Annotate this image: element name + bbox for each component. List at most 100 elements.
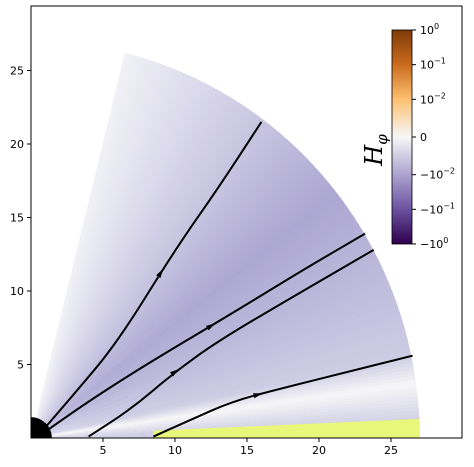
field-wedge: [31, 318, 403, 438]
field-wedge: [31, 58, 148, 438]
field-wedge: [31, 112, 257, 438]
field-wedge: [31, 325, 405, 438]
field-wedge: [31, 213, 354, 438]
field-wedge: [31, 67, 174, 438]
field-wedge: [31, 270, 385, 438]
field-wedge: [31, 273, 387, 438]
field-wedge: [31, 257, 379, 438]
field-wedge: [31, 298, 397, 438]
field-wedge: [31, 152, 304, 438]
field-wedge: [31, 157, 309, 438]
field-wedge: [31, 328, 406, 438]
field-wedge: [31, 215, 356, 438]
field-wedge: [31, 138, 289, 438]
field-wedge: [31, 315, 402, 438]
field-wedge: [31, 201, 346, 438]
field-wedge: [31, 239, 370, 438]
field-wedge: [31, 276, 388, 438]
field-wedge: [31, 116, 263, 438]
field-wedge: [31, 245, 373, 438]
field-wedge: [31, 311, 401, 438]
field-wedge: [31, 254, 378, 438]
field-wedge: [31, 118, 265, 438]
field-wedge: [31, 52, 129, 438]
field-wedge: [31, 248, 375, 438]
field-wedge: [31, 76, 196, 438]
x-axis-ticks: 5 10 15 20 25: [100, 438, 398, 457]
field-wedge: [31, 63, 164, 438]
field-wedge: [31, 53, 132, 438]
field-wedge: [31, 174, 325, 438]
field-lines: [41, 121, 413, 438]
field-wedge: [31, 140, 292, 438]
field-wedge: [31, 95, 232, 438]
field-wedge: [31, 73, 190, 438]
field-wedge: [31, 308, 400, 438]
field-wedge: [31, 348, 411, 438]
field-wedge: [31, 90, 223, 438]
field-wedge: [31, 85, 214, 438]
field-line: [41, 121, 263, 432]
y-tick-label: 5: [17, 359, 24, 372]
y-tick-label: 20: [10, 138, 24, 151]
field-wedge: [31, 97, 235, 438]
field-wedge: [31, 321, 404, 438]
field-wedge: [31, 110, 255, 438]
field-wedge: [31, 79, 202, 438]
plot-area: [31, 52, 420, 438]
field-wedge: [31, 172, 323, 438]
field-wedge: [31, 60, 155, 438]
accretion-disk: [153, 418, 420, 438]
field-wedge: [31, 101, 240, 438]
field-wedge: [31, 169, 320, 438]
field-wedge: [31, 236, 368, 438]
field-line: [41, 232, 366, 435]
field-wedge: [31, 131, 281, 438]
x-tick-label: 10: [168, 444, 182, 457]
field-wedge: [31, 55, 139, 438]
field-wedge: [31, 123, 271, 438]
field-wedge: [31, 72, 187, 438]
field-wedge: [31, 285, 392, 438]
field-wedge: [31, 207, 350, 438]
y-tick-label: 15: [10, 212, 24, 225]
field-wedge: [31, 188, 336, 438]
field-wedge: [31, 94, 229, 438]
field-wedge: [31, 87, 217, 438]
field-line: [152, 354, 413, 438]
field-wedge: [31, 81, 205, 438]
field-wedge: [31, 62, 161, 438]
field-wedge: [31, 127, 276, 438]
field-wedge: [31, 64, 168, 438]
field-wedge: [31, 182, 332, 438]
field-wedge: [31, 61, 158, 438]
field-wedge: [31, 89, 220, 438]
colorbar-ticks: 100 10−1 10−2 0 −10−2 −10−1 −100: [412, 22, 455, 251]
field-wedge: [31, 302, 398, 438]
field-line-arrow: [253, 393, 263, 399]
x-tick-label: 5: [100, 444, 107, 457]
field-wedge: [31, 199, 344, 438]
colorbar-title: Hφ: [360, 134, 391, 167]
field-wedge: [31, 190, 338, 438]
field-wedge: [31, 292, 394, 438]
field-wedge: [31, 54, 135, 438]
field-line: [88, 248, 375, 438]
field-wedge: [31, 92, 226, 438]
colorbar-tick-label: 0: [420, 131, 427, 144]
field-wedge: [31, 177, 327, 438]
field-heatmap: [31, 52, 420, 438]
field-wedge: [31, 210, 352, 438]
field-line-arrow: [206, 323, 216, 331]
field-wedge: [31, 305, 399, 438]
field-wedge: [31, 167, 318, 438]
field-wedge: [31, 218, 358, 438]
field-wedge: [31, 242, 372, 438]
field-wedge: [31, 105, 246, 438]
field-wedge: [31, 56, 142, 438]
field-wedge: [31, 99, 238, 438]
y-tick-label: 10: [10, 285, 24, 298]
field-wedge: [31, 159, 311, 438]
field-wedge: [31, 82, 208, 438]
field-wedge: [31, 75, 193, 438]
